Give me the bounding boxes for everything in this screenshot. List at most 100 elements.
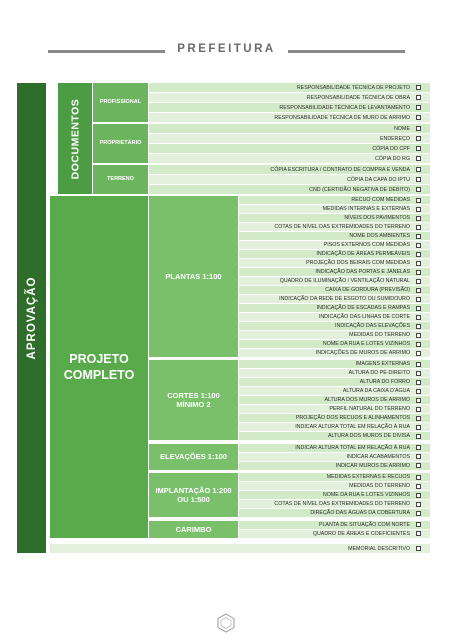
checkbox[interactable] — [416, 388, 421, 394]
checklist-item: MEDIDAS DO TERRENO — [239, 331, 430, 339]
checklist-item: PISOS EXTERNOS COM MEDIDAS — [239, 241, 430, 249]
checklist-item: IMAGENS EXTERNAS — [239, 360, 430, 369]
section-cell: DOCUMENTOS — [58, 83, 92, 194]
checklist-item: DIREÇÃO DAS ÁGUAS DA COBERTURA — [239, 509, 430, 518]
group-cell: IMPLANTAÇÃO 1:200 OU 1:500 — [149, 473, 238, 518]
checkbox[interactable] — [416, 115, 421, 120]
checkbox[interactable] — [416, 287, 421, 293]
checkbox[interactable] — [416, 105, 421, 110]
group-cell: CORTES 1:100 MÍNIMO 2 — [149, 360, 238, 441]
group-cell: ELEVAÇÕES 1:100 — [149, 443, 238, 470]
checkbox[interactable] — [416, 531, 421, 537]
checkbox[interactable] — [416, 522, 421, 528]
checkbox[interactable] — [416, 323, 421, 329]
checklist-item: CÓPIA ESCRITURA / CONTRATO DE COMPRA E V… — [149, 165, 430, 174]
checkbox[interactable] — [416, 187, 421, 192]
group-cell-text: IMPLANTAÇÃO 1:200 OU 1:500 — [155, 486, 232, 505]
checkbox[interactable] — [416, 361, 421, 367]
checklist-item: RESPONSABILIDADE TÉCNICA DE PROJETO — [149, 83, 430, 92]
checklist-item: PLANTA DE SITUAÇÃO COM NORTE — [239, 520, 430, 529]
checkbox[interactable] — [416, 406, 421, 412]
checkbox[interactable] — [416, 85, 421, 90]
checkbox[interactable] — [416, 510, 421, 516]
group-cell-text: ELEVAÇÕES 1:100 — [160, 452, 227, 462]
checklist-item: NOME DOS AMBIENTES — [239, 232, 430, 240]
checkbox[interactable] — [416, 370, 421, 376]
checkbox[interactable] — [416, 296, 421, 302]
checkbox[interactable] — [416, 424, 421, 430]
checklist-item: PROJEÇÃO DOS RECUOS E ALINHAMENTOS — [239, 414, 430, 423]
checklist-item: RESPONSABILIDADE TÉCNICA DE MURO DE ARRI… — [149, 113, 430, 122]
checkbox[interactable] — [416, 95, 421, 100]
checkbox[interactable] — [416, 224, 421, 230]
sidebar: APROVAÇÃO — [17, 83, 46, 553]
checkbox[interactable] — [416, 379, 421, 385]
checkbox[interactable] — [416, 501, 421, 507]
checkbox[interactable] — [416, 350, 421, 356]
checklist-item: QUADRO DE ÁREAS E COEFICIENTES — [239, 529, 430, 538]
checkbox[interactable] — [416, 433, 421, 439]
checklist-item: NOME — [149, 124, 430, 133]
checkbox[interactable] — [416, 546, 421, 551]
checklist-item: INDICAÇÕES DE MUROS DE ARRIMO — [239, 349, 430, 357]
checklist-item: RESPONSABILIDADE TÉCNICA DE OBRA — [149, 93, 430, 102]
checkbox[interactable] — [416, 397, 421, 403]
checkbox[interactable] — [416, 483, 421, 489]
checkbox[interactable] — [416, 454, 421, 460]
checkbox[interactable] — [416, 474, 421, 480]
checkbox[interactable] — [416, 492, 421, 498]
section-cell-text: PROJETO COMPLETO — [63, 351, 135, 382]
checklist-item: ENDEREÇO — [149, 134, 430, 143]
checkbox[interactable] — [416, 167, 421, 172]
checklist-item: CÓPIA DO RG — [149, 154, 430, 163]
footer-icon — [217, 613, 235, 633]
group-cell-text: PROFISSIONAL — [99, 99, 142, 105]
checklist-item: MEDIDAS EXTERNAS E RECUOS — [239, 473, 430, 482]
checkbox[interactable] — [416, 278, 421, 284]
checklist-item: INDICAR ALTURA TOTAL EM RELAÇÃO À RUA — [239, 423, 430, 432]
checklist-item: NOME DA RUA E LOTES VIZINHOS — [239, 340, 430, 348]
checkbox[interactable] — [416, 136, 421, 141]
checklist-item: INDICAÇÃO DAS PORTAS E JANELAS — [239, 268, 430, 276]
checkbox[interactable] — [416, 415, 421, 421]
checkbox[interactable] — [416, 206, 421, 212]
checkbox[interactable] — [416, 233, 421, 239]
checklist-item: INDICAÇÃO DAS ELEVAÇÕES — [239, 322, 430, 330]
section-cell-text: DOCUMENTOS — [69, 98, 81, 179]
checkbox[interactable] — [416, 242, 421, 248]
checklist-item: INDICAR ACABAMENTOS — [239, 452, 430, 461]
checkbox[interactable] — [416, 197, 421, 203]
checkbox[interactable] — [416, 177, 421, 182]
checklist-item: ALTURA DO PÉ-DIREITO — [239, 369, 430, 378]
checklist-item: NOME DA RUA E LOTES VIZINHOS — [239, 491, 430, 500]
checkbox[interactable] — [416, 463, 421, 469]
checklist-item: INDICAÇÃO DA REDE DE ESGOTO OU SUMIDOURO — [239, 295, 430, 303]
checkbox[interactable] — [416, 215, 421, 221]
checklist-item: MEDIDAS DO TERRENO — [239, 482, 430, 491]
checkbox[interactable] — [416, 445, 421, 451]
checklist-item: MEDIDAS INTERNAS E EXTERNAS — [239, 205, 430, 213]
section-cell: PROJETO COMPLETO — [50, 196, 148, 538]
checkbox[interactable] — [416, 332, 421, 338]
checklist-item: COTAS DE NÍVEL DAS EXTREMIDADES DO TERRE… — [239, 223, 430, 231]
checklist-item: INDICAÇÃO DAS LINHAS DE CORTE — [239, 313, 430, 321]
group-cell: PROPRIETÁRIO — [93, 124, 148, 163]
checkbox[interactable] — [416, 126, 421, 131]
checkbox[interactable] — [416, 341, 421, 347]
checkbox[interactable] — [416, 305, 421, 311]
checklist-item: QUADRO DE ILUMINAÇÃO / VENTILAÇÃO NATURA… — [239, 277, 430, 285]
checklist-item: PERFIL NATURAL DO TERRENO — [239, 405, 430, 414]
checkbox[interactable] — [416, 260, 421, 266]
checklist-item: COTAS DE NÍVEL DAS EXTREMIDADES DO TERRE… — [239, 500, 430, 509]
checklist-item: INDICAÇÃO DE ESCADAS E RAMPAS — [239, 304, 430, 312]
checklist-item: ALTURA DOS MUROS DE ARRIMO — [239, 396, 430, 405]
checkbox[interactable] — [416, 156, 421, 161]
checklist-item: CAIXA DE GORDURA (PREVISÃO) — [239, 286, 430, 294]
group-cell: PROFISSIONAL — [93, 83, 148, 122]
checkbox[interactable] — [416, 269, 421, 275]
checkbox[interactable] — [416, 251, 421, 257]
checklist-item: MEMORIAL DESCRITIVO — [50, 544, 430, 553]
checkbox[interactable] — [416, 314, 421, 320]
checkbox[interactable] — [416, 146, 421, 151]
